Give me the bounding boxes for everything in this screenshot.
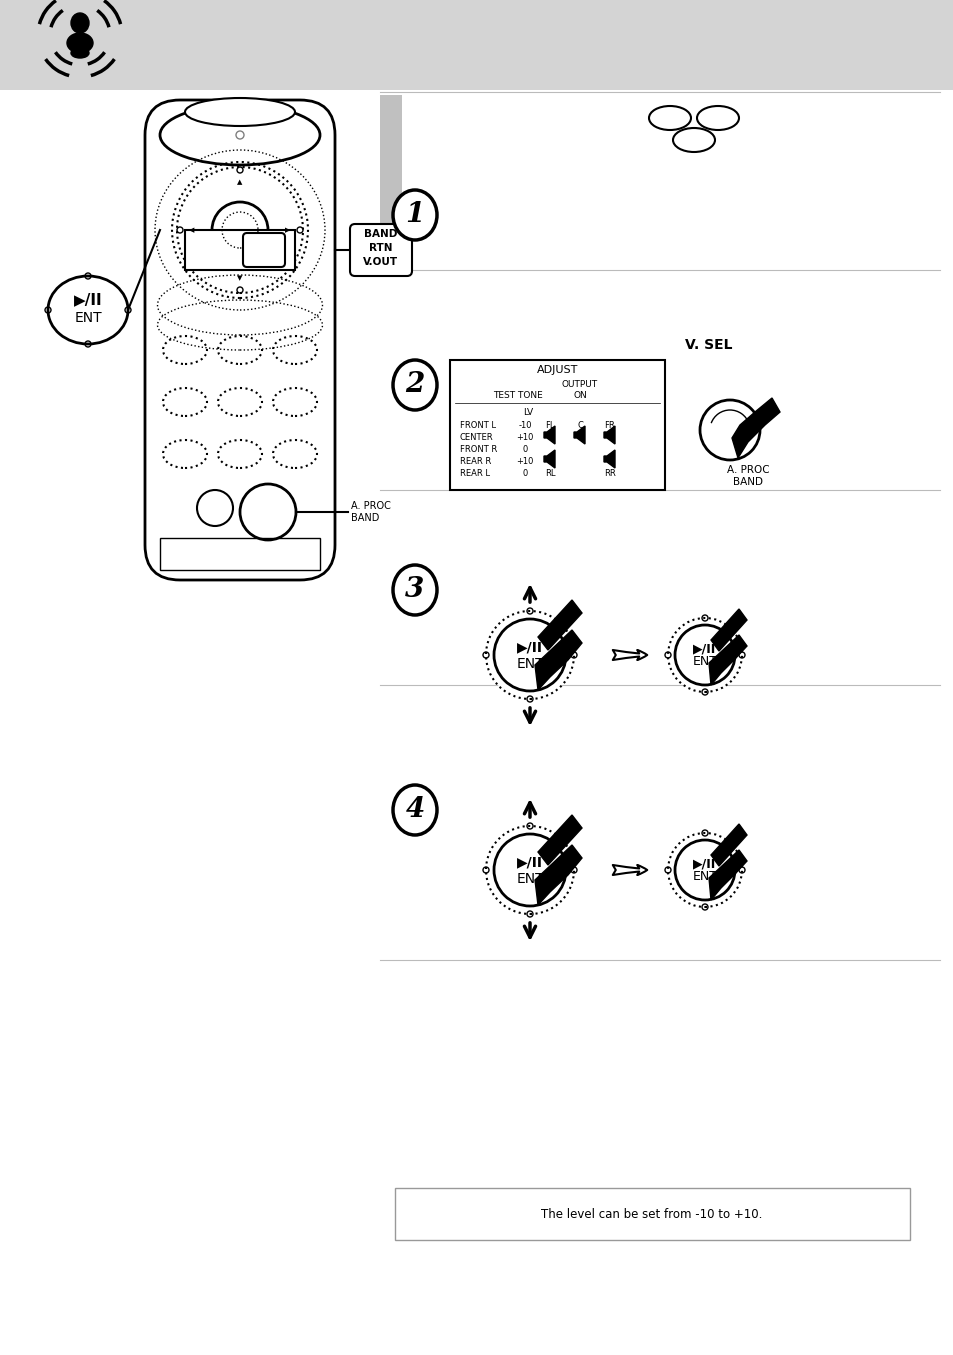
Ellipse shape — [160, 104, 319, 165]
Text: TEST TONE: TEST TONE — [493, 392, 542, 401]
Polygon shape — [535, 846, 581, 905]
Text: FRONT R: FRONT R — [459, 446, 497, 454]
Circle shape — [494, 619, 565, 691]
Text: RL: RL — [544, 469, 555, 478]
Text: ADJUST: ADJUST — [537, 364, 578, 375]
Ellipse shape — [393, 190, 436, 240]
Ellipse shape — [648, 106, 690, 130]
Text: +10: +10 — [516, 434, 533, 443]
FancyBboxPatch shape — [350, 224, 412, 276]
Text: V.OUT: V.OUT — [363, 257, 398, 267]
Polygon shape — [603, 425, 615, 444]
Text: C: C — [577, 421, 582, 431]
Polygon shape — [537, 600, 581, 650]
Text: ENT: ENT — [692, 656, 717, 668]
Text: 0: 0 — [522, 469, 527, 478]
Text: ▶/II: ▶/II — [517, 640, 542, 654]
FancyBboxPatch shape — [145, 100, 335, 580]
Text: ENT: ENT — [74, 312, 102, 325]
Text: A. PROC: A. PROC — [351, 501, 391, 511]
Text: LV: LV — [522, 408, 533, 417]
Polygon shape — [710, 824, 746, 866]
Text: ▶/II: ▶/II — [73, 293, 102, 308]
Text: ▶/II: ▶/II — [517, 855, 542, 869]
Polygon shape — [603, 450, 615, 467]
Ellipse shape — [393, 360, 436, 411]
Text: The level can be set from -10 to +10.: The level can be set from -10 to +10. — [540, 1207, 761, 1221]
Ellipse shape — [697, 106, 739, 130]
Text: REAR R: REAR R — [459, 458, 491, 466]
Text: 0: 0 — [522, 446, 527, 454]
Ellipse shape — [393, 785, 436, 835]
Ellipse shape — [71, 47, 89, 58]
Circle shape — [667, 833, 741, 906]
Text: ENT: ENT — [516, 873, 543, 886]
Text: RR: RR — [603, 469, 616, 478]
Polygon shape — [710, 608, 746, 650]
Text: BAND: BAND — [351, 514, 379, 523]
Text: ENT: ENT — [516, 657, 543, 671]
Text: ▶/II: ▶/II — [693, 858, 716, 870]
Text: 4: 4 — [405, 797, 424, 824]
Text: RTN: RTN — [369, 243, 393, 253]
Text: BAND: BAND — [364, 229, 397, 238]
Text: ON: ON — [573, 392, 586, 401]
Circle shape — [212, 202, 268, 257]
Polygon shape — [708, 635, 746, 686]
Bar — [395, 1188, 909, 1240]
Bar — [379, 95, 401, 270]
Text: -10: -10 — [517, 421, 531, 431]
Text: FRONT L: FRONT L — [459, 421, 496, 431]
Polygon shape — [543, 450, 555, 467]
Text: A. PROC: A. PROC — [726, 465, 768, 476]
Circle shape — [700, 400, 760, 459]
Text: ▼: ▼ — [237, 275, 242, 280]
Polygon shape — [543, 425, 555, 444]
Polygon shape — [537, 814, 581, 864]
Text: REAR L: REAR L — [459, 469, 490, 478]
Circle shape — [240, 484, 295, 541]
Text: ▲: ▲ — [237, 179, 242, 186]
Text: 3: 3 — [405, 576, 424, 603]
Ellipse shape — [185, 98, 294, 126]
Bar — [185, 230, 294, 270]
Ellipse shape — [672, 127, 714, 152]
Circle shape — [675, 625, 734, 686]
Circle shape — [667, 618, 741, 692]
Text: 2: 2 — [405, 371, 424, 398]
Polygon shape — [731, 398, 780, 458]
Text: FL: FL — [545, 421, 554, 431]
Ellipse shape — [48, 276, 128, 344]
Text: 1: 1 — [405, 202, 424, 229]
Text: BAND: BAND — [732, 477, 762, 486]
Ellipse shape — [393, 565, 436, 615]
Bar — [0, 0, 953, 89]
Ellipse shape — [67, 33, 92, 53]
Text: +10: +10 — [516, 458, 533, 466]
FancyBboxPatch shape — [243, 233, 285, 267]
Ellipse shape — [71, 14, 89, 33]
Bar — [450, 360, 664, 491]
Circle shape — [485, 611, 574, 699]
Text: OUTPUT: OUTPUT — [561, 381, 598, 389]
Text: FR: FR — [604, 421, 615, 431]
Text: ▶: ▶ — [285, 228, 291, 233]
Text: ◀: ◀ — [189, 228, 194, 233]
Bar — [160, 538, 319, 570]
Polygon shape — [535, 630, 581, 690]
Circle shape — [675, 840, 734, 900]
Polygon shape — [708, 850, 746, 900]
Circle shape — [494, 833, 565, 906]
Polygon shape — [574, 425, 584, 444]
Text: CENTER: CENTER — [459, 434, 493, 443]
Text: V. SEL: V. SEL — [684, 337, 732, 352]
Text: ▶/II: ▶/II — [693, 642, 716, 656]
Circle shape — [485, 827, 574, 915]
Text: ENT: ENT — [692, 870, 717, 883]
